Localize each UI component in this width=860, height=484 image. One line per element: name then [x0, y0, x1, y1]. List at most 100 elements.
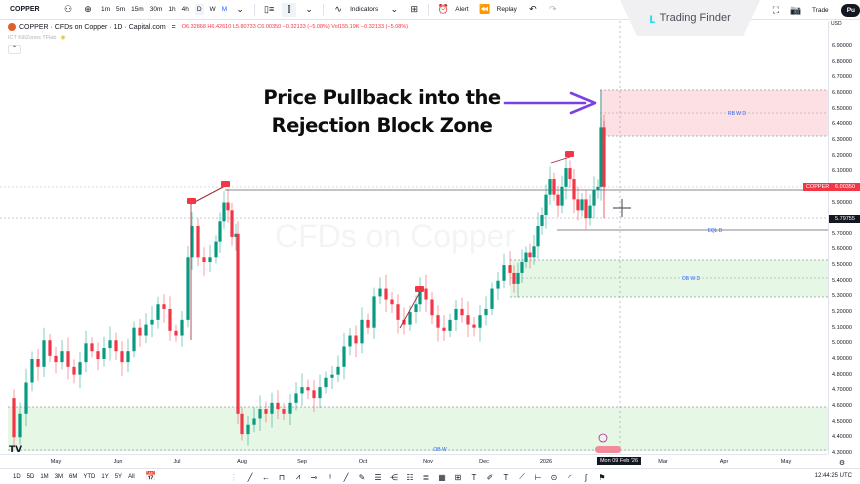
rectangle-icon[interactable]: ⊓	[278, 472, 286, 482]
tf-5m[interactable]: 5m	[116, 6, 126, 13]
alert-icon[interactable]: ⏰	[437, 4, 449, 14]
price-label: 4.90000	[832, 356, 852, 362]
calendar-icon[interactable]: 📅	[145, 471, 157, 481]
replay-icon[interactable]: ⏪	[479, 4, 491, 14]
indicators-icon[interactable]: ∿	[334, 4, 342, 14]
symbol-watermark: CFDs on Copper	[275, 218, 516, 254]
arc-icon[interactable]: ◜	[568, 472, 572, 482]
time-axis[interactable]: May Jun Jul Aug Sep Oct Nov Dec 2026 Mon…	[0, 454, 845, 468]
drawing-toolbar: ⋮ ╱ ← ⊓ ⩘ ⊸ ⫮ ╱ ✎ ☰ ⋲ ☷ ≣ ▦ ⊞ T ✐ T ⟋ ⊢ …	[226, 469, 610, 484]
range-5y[interactable]: 5Y	[114, 473, 123, 480]
text-icon[interactable]: T	[503, 472, 509, 482]
grid-icon[interactable]: ▦	[438, 472, 446, 482]
range-3m[interactable]: 3M	[54, 473, 64, 480]
clock[interactable]: 12:44:25 UTC	[814, 473, 852, 479]
ob-wd-zone	[510, 260, 828, 297]
time-label-may-2026: May	[780, 459, 792, 465]
eye-icon[interactable]: ◉	[60, 35, 66, 41]
curve-icon[interactable]: ∫	[584, 472, 588, 482]
chevron-down-icon[interactable]: ⌄	[305, 4, 313, 14]
headline-line-2: Rejection Block Zone	[271, 114, 493, 137]
fib-icon[interactable]: ☷	[406, 472, 414, 482]
tf-M[interactable]: M	[221, 6, 228, 13]
time-label-2026: 2026	[539, 459, 553, 465]
pitchfork-icon[interactable]: ⋲	[390, 472, 398, 482]
chevron-down-icon[interactable]: ⌄	[390, 4, 399, 14]
camera-icon[interactable]: 📷	[790, 4, 802, 15]
flag-icon[interactable]: ⚑	[598, 472, 606, 482]
range-5d[interactable]: 5D	[26, 473, 35, 480]
range-1d[interactable]: 1D	[13, 473, 21, 480]
add-symbol-icon[interactable]: ⊕	[84, 4, 92, 14]
trade-button[interactable]: Trade	[811, 6, 829, 14]
price-label: 4.50000	[832, 418, 852, 425]
right-toolbar: ⛶ 📷 Trade Pu	[766, 0, 860, 20]
range-1m[interactable]: 1M	[40, 473, 49, 480]
tf-D[interactable]: D	[194, 4, 204, 15]
price-label: 6.40000	[832, 121, 852, 128]
fullscreen-icon[interactable]: ⛶	[772, 4, 780, 15]
trading-finder-logo: ʟ Trading Finder	[620, 0, 760, 36]
replay-button[interactable]: Replay	[496, 6, 517, 13]
bottom-toolbar: 1D 5D 1M 3M 6M YTD 1Y 5Y All 📅 ⋮ ╱ ← ⊓ ⩘…	[0, 468, 860, 484]
pen-icon[interactable]: ✐	[486, 472, 494, 482]
equals-sign: =	[171, 23, 176, 31]
price-label: 4.80000	[832, 371, 852, 378]
undo-icon[interactable]: ↶	[529, 4, 537, 14]
tf-4h[interactable]: 4h	[181, 6, 189, 13]
table-icon[interactable]: ⊞	[454, 472, 462, 482]
range-all[interactable]: All	[128, 473, 135, 480]
time-label-sep: Sep	[297, 459, 307, 465]
path-icon[interactable]: ⩘	[295, 472, 301, 481]
price-label: 6.90000	[832, 43, 852, 49]
indicators-button[interactable]: Indicators	[350, 6, 379, 13]
horizontal-line-icon[interactable]: ⊸	[310, 472, 318, 482]
indicator-legend[interactable]: ICT KillZones TFlab ◉	[8, 34, 66, 42]
symbol-title[interactable]: COPPER · CFDs on Copper · 1D · Capital.c…	[19, 23, 166, 31]
tf-W[interactable]: W	[209, 6, 216, 13]
chevron-down-icon[interactable]: ⌄	[236, 4, 244, 14]
trend-line-icon[interactable]: ╱	[247, 472, 253, 482]
publish-button[interactable]: Pu	[840, 3, 860, 17]
text-tool-icon[interactable]: T	[471, 472, 477, 482]
alert-button[interactable]: Alert	[455, 6, 469, 13]
price-label: 4.30000	[832, 449, 852, 456]
tf-15m[interactable]: 15m	[131, 6, 144, 13]
chart-canvas[interactable]: RB W D EQL D OB W D OB W TV	[0, 21, 828, 454]
bar-style-icon[interactable]: ▯≡	[264, 4, 275, 14]
zoom-icon[interactable]: ⊙	[550, 472, 558, 482]
indicator-name: ICT KillZones TFlab	[8, 34, 57, 41]
collapse-legend-button[interactable]: ⌃	[8, 45, 21, 54]
brush-icon[interactable]: ✎	[358, 472, 366, 482]
measure-icon[interactable]: ⊢	[534, 472, 542, 482]
tf-1h[interactable]: 1h	[168, 6, 176, 13]
price-label: 5.30000	[832, 293, 852, 300]
compare-icon[interactable]: ⚇	[63, 4, 73, 14]
candle-style-icon[interactable]: ⫿	[282, 2, 297, 17]
svg-text:EQL D: EQL D	[708, 228, 723, 234]
time-label-jul: Jul	[173, 459, 181, 465]
symbol-search[interactable]: COPPER	[10, 6, 40, 13]
fib-channel-icon[interactable]: ≣	[422, 472, 430, 482]
templates-icon[interactable]: ⊞	[410, 4, 419, 14]
range-ytd[interactable]: YTD	[83, 473, 96, 480]
redo-icon[interactable]: ↷	[549, 4, 557, 14]
time-label-aug: Aug	[237, 459, 247, 465]
price-axis[interactable]: USD	[828, 21, 860, 454]
crosshair-price-tag: 5.79755	[829, 215, 860, 223]
price-label: 5.90000	[832, 199, 852, 206]
range-1y[interactable]: 1Y	[101, 473, 109, 480]
forecast-icon[interactable]: ⟋	[519, 472, 525, 481]
drag-handle-icon[interactable]: ⋮	[230, 472, 238, 482]
time-label-apr: Apr	[719, 459, 729, 465]
parallel-channel-icon[interactable]: ☰	[374, 472, 382, 482]
range-6m[interactable]: 6M	[69, 473, 78, 480]
horizontal-ray-icon[interactable]: ←	[262, 472, 270, 482]
tf-30m[interactable]: 30m	[149, 6, 163, 13]
vertical-line-icon[interactable]: ⫮	[328, 472, 332, 481]
ray-icon[interactable]: ╱	[343, 472, 349, 482]
settings-icon[interactable]: ⚙	[838, 460, 846, 467]
currency-label[interactable]: USD	[831, 21, 842, 27]
tf-1m[interactable]: 1m	[101, 6, 111, 13]
